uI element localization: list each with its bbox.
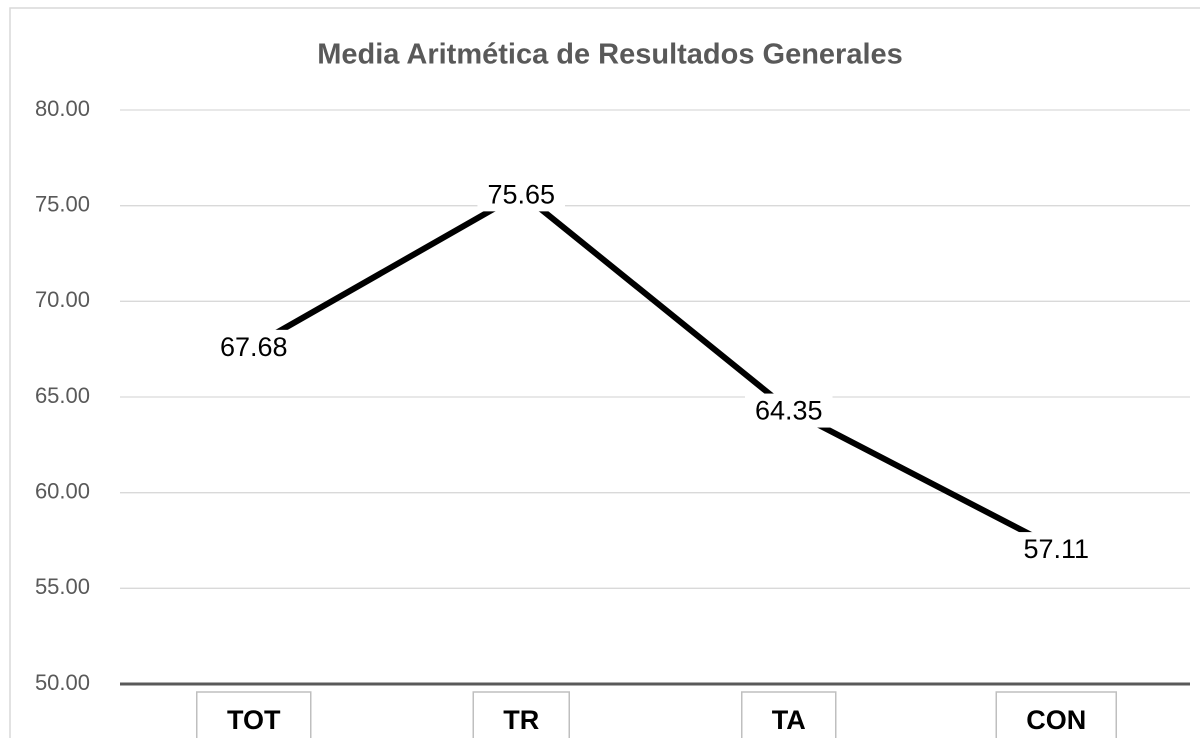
y-tick-label: 65.00 (35, 383, 90, 408)
data-label-background (1013, 532, 1100, 567)
data-label-background (209, 329, 298, 364)
category-box (741, 691, 837, 738)
data-label: 75.65 (487, 179, 555, 209)
data-label-background (744, 393, 833, 428)
x-tick-label: TA (772, 705, 806, 735)
data-label: 57.11 (1023, 534, 1089, 564)
x-tick-label: CON (1026, 705, 1086, 735)
category-box (995, 691, 1117, 738)
chart-title: Media Aritmética de Resultados Generales (317, 39, 903, 71)
y-tick-label: 55.00 (35, 574, 90, 599)
data-label: 67.68 (220, 332, 288, 362)
y-tick-label: 80.00 (35, 96, 90, 121)
chart-border (9, 7, 1200, 738)
data-label-background (477, 177, 566, 212)
x-tick-label: TR (503, 705, 539, 735)
line (252, 190, 1058, 551)
data-label: 64.35 (755, 396, 823, 426)
y-tick-label: 50.00 (35, 670, 90, 695)
y-tick-label: 75.00 (35, 191, 90, 216)
y-tick-label: 70.00 (35, 287, 90, 312)
category-box (472, 691, 570, 738)
category-box (195, 691, 312, 738)
y-tick-label: 60.00 (35, 478, 90, 503)
x-tick-label: TOT (227, 705, 281, 735)
